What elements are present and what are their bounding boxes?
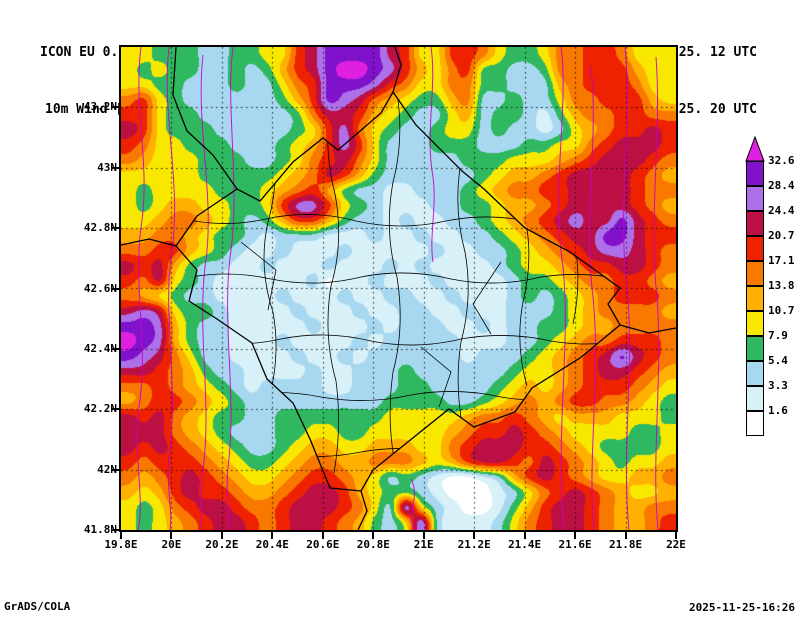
legend-color-box — [746, 311, 764, 336]
legend-color-box — [746, 336, 764, 361]
legend-color-box — [746, 211, 764, 236]
legend-color-box — [746, 261, 764, 286]
country-border — [121, 47, 676, 530]
legend-tick-label: 32.6 — [768, 154, 795, 167]
lon-tick-mark — [120, 532, 122, 539]
lat-tick-mark — [112, 529, 119, 531]
lon-tick-label: 21.8E — [608, 538, 643, 551]
legend-tick-label: 10.7 — [768, 304, 795, 317]
lon-tick-label: 21.2E — [457, 538, 491, 551]
isobar-lines — [136, 47, 660, 530]
map-overlay-svg — [121, 47, 676, 530]
neighbor-border-north — [392, 47, 402, 93]
lat-tick-label: 42.8N — [83, 221, 117, 235]
lon-tick-label: 20E — [161, 538, 182, 551]
lon-tick-label: 20.4E — [255, 538, 289, 551]
lon-tick-label: 21.6E — [558, 538, 592, 551]
lon-tick-label: 20.6E — [306, 538, 340, 551]
lat-tick-label: 43.2N — [83, 100, 117, 114]
legend-tick-label: 28.4 — [768, 179, 795, 192]
lat-tick-mark — [112, 347, 119, 350]
lat-tick-mark — [112, 227, 119, 230]
lon-tick-label: 21E — [413, 538, 434, 551]
lon-tick-mark — [422, 532, 425, 539]
legend-color-box — [746, 411, 764, 436]
lon-tick-mark — [675, 532, 677, 539]
legend-tick-label: 5.4 — [768, 354, 788, 367]
lon-tick-mark — [220, 532, 223, 539]
lat-tick-mark — [112, 166, 119, 169]
map-plot — [121, 47, 676, 530]
lon-tick-mark — [271, 532, 274, 539]
neighbor-border-west — [121, 238, 177, 247]
lon-tick-label: 22E — [666, 538, 686, 551]
legend-color-box — [746, 361, 764, 386]
legend-overflow-triangle — [745, 136, 765, 162]
lat-tick-label: 42.2N — [83, 402, 117, 416]
lat-tick-mark — [112, 106, 119, 109]
lat-tick-label: 43N — [97, 160, 117, 174]
lat-tick-label: 41.8N — [83, 523, 117, 536]
lon-tick-label: 20.2E — [205, 538, 239, 551]
lat-tick-mark — [112, 468, 119, 471]
legend-color-box — [746, 186, 764, 211]
legend-tick-label: 20.7 — [768, 229, 795, 242]
legend-tick-label: 3.3 — [768, 379, 788, 392]
lon-tick-mark — [624, 532, 627, 539]
legend-tick-label: 17.1 — [768, 254, 795, 267]
neighbor-border-east — [619, 324, 676, 334]
legend-color-box — [746, 286, 764, 311]
lon-tick-label: 19.8E — [104, 538, 138, 551]
lat-tick-mark — [112, 287, 119, 290]
lat-tick-mark — [112, 408, 119, 411]
lon-tick-label: 21.4E — [508, 538, 542, 551]
lon-tick-mark — [372, 532, 375, 539]
lon-tick-mark — [321, 532, 324, 539]
district-boundary-lines — [176, 92, 620, 491]
neighbor-border-northwest — [172, 47, 238, 190]
creation-timestamp: 2025-11-25-16:26 — [689, 601, 795, 614]
legend-color-box — [746, 386, 764, 411]
legend-tick-label: 1.6 — [768, 404, 788, 417]
lon-tick-mark — [574, 532, 577, 539]
legend-tick-label: 7.9 — [768, 329, 788, 342]
lon-tick-mark — [170, 532, 173, 539]
lon-tick-mark — [523, 532, 526, 539]
kosovo-border — [175, 90, 621, 492]
legend-color-box — [746, 161, 764, 186]
legend-color-box — [746, 236, 764, 261]
lat-tick-label: 42N — [97, 462, 117, 476]
grads-credit: GrADS/COLA — [4, 600, 71, 613]
neighbor-border-south — [357, 490, 368, 530]
lat-tick-label: 42.6N — [83, 281, 117, 295]
legend-tick-label: 13.8 — [768, 279, 795, 292]
lon-tick-label: 20.8E — [356, 538, 390, 551]
lat-tick-label: 42.4N — [83, 341, 117, 355]
lon-tick-mark — [473, 532, 476, 539]
legend-tick-label: 24.4 — [768, 204, 795, 217]
